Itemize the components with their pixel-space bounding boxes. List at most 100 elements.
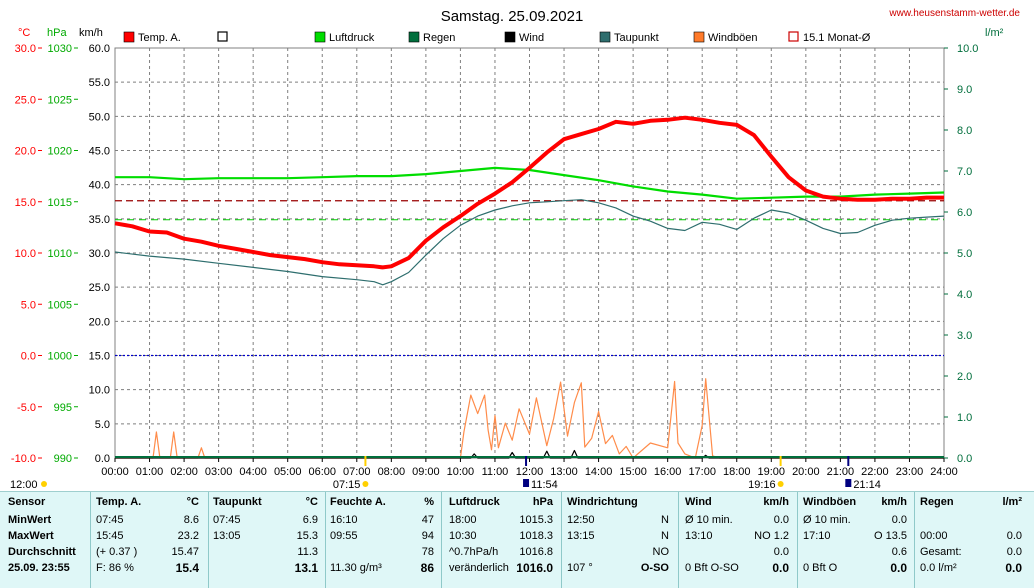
row-time: (+ 0.37 ) [96,546,138,558]
x-tick-label: 13:00 [550,466,578,478]
row-time: Ø 10 min. [803,514,851,526]
row-value: 0.0 [1006,530,1022,542]
row-value: 1018.3 [519,530,553,542]
row-time: 16:10 [330,514,358,526]
x-tick-label: 04:00 [239,466,267,478]
rain-column: Regen l/m² 00:00 0.0 Gesamt: 0.0 0.0 l/m² 0.0 [920,496,1022,576]
data-series [114,115,945,459]
moon-marker-icon [845,479,852,487]
legend-swatch [504,31,516,43]
x-tick-label: 24:00 [930,466,958,478]
legend-label: Wind [519,32,544,44]
pressure-unit-label: hPa [47,27,67,39]
sun-marker-icon [41,481,47,487]
sensor-row: MinWert [8,512,86,528]
x-tick-label: 18:00 [723,466,751,478]
x-tick-label: 07:00 [343,466,371,478]
row-time: 0.0 l/m² [920,562,957,574]
table-row: veränderlich 1016.0 [449,560,553,576]
wind-tick-label: 50.0 [89,111,110,123]
x-tick-label: 06:00 [308,466,336,478]
column-title: Wind [685,496,712,508]
column-separator [678,492,679,588]
temp-column: Temp. A. °C 07:45 8.6 15:45 23.2 (+ 0.37 ) 15.4… [96,496,199,576]
rain-tick-label: 8.0 [957,125,972,137]
row-time: 12:50 [567,514,595,526]
column-unit: hPa [532,496,553,508]
row-value: 78 [421,546,434,558]
time-markers: 12:00 07:15 11:54 19:16 21:14 [10,456,881,491]
column-separator [914,492,915,588]
table-row: 15:45 23.2 [96,528,199,544]
table-row: 0.6 [803,544,907,560]
column-header: Wind km/h [685,496,789,512]
table-row: 07:45 8.6 [96,512,199,528]
table-row: 107 ° O-SO [567,560,669,576]
legend-swatch [314,31,326,43]
chart-title: Samstag. 25.09.2021 [441,8,584,25]
rain-tick-label: 10.0 [957,43,978,55]
row-label: 25.09. 23:55 [8,562,70,574]
table-row: 07:45 6.9 [213,512,318,528]
pressure-tick-label: 1015 [48,197,72,209]
series-temp-a [114,115,944,270]
row-value: 15.4 [175,561,199,575]
wind-tick-label: 10.0 [89,385,110,397]
wind-tick-label: 40.0 [89,180,110,192]
table-row: 0 Bft O 0.0 [803,560,907,576]
legend-swatch [217,31,228,42]
x-tick-label: 09:00 [412,466,440,478]
table-row: 00:00 0.0 [920,528,1022,544]
legend-label: Luftdruck [329,32,375,44]
x-tick-label: 21:00 [827,466,855,478]
sensor-row: MaxWert [8,528,86,544]
rain-tick-label: 2.0 [957,371,972,383]
column-header: Luftdruck hPa [449,496,553,512]
row-time: 13:05 [213,530,241,542]
wind-tick-label: 45.0 [89,146,110,158]
pressure-tick-label: 1000 [48,351,72,363]
temp-unit-label: °C [18,27,30,39]
column-separator [441,492,442,588]
column-unit: °C [305,496,318,508]
column-title: Temp. A. [96,496,142,508]
dir-column: Windrichtung 12:50 N 13:15 N NO 107 ° O-SO [567,496,669,576]
row-value: 11.3 [297,546,318,558]
row-value: 15.3 [296,530,318,542]
temp-tick-label: 20.0 [15,146,36,158]
row-time: 07:45 [96,514,124,526]
table-row: 13:05 15.3 [213,528,318,544]
column-title: Windrichtung [567,496,638,508]
temp-tick-label: 5.0 [21,299,36,311]
row-time: 13:15 [567,530,595,542]
row-value: 94 [421,530,434,542]
row-time: Gesamt: [920,546,962,558]
column-title: Taupunkt [213,496,262,508]
column-header: Windrichtung [567,496,669,512]
x-tick-label: 11:00 [482,466,509,478]
row-time: 11.30 g/m³ [330,562,382,574]
rain-tick-label: 9.0 [957,84,972,96]
row-value: 0.0 [1006,546,1022,558]
table-row: 11.30 g/m³ 86 [330,560,434,576]
pressure-tick-label: 1025 [48,94,72,106]
table-row: (+ 0.37 ) 15.47 [96,544,199,560]
temp-tick-label: 25.0 [15,94,36,106]
sun-marker-icon [777,481,784,487]
temp-tick-label: 0.0 [21,351,36,363]
x-tick-label: 05:00 [274,466,302,478]
column-title: Sensor [8,496,46,508]
column-header: Windböen km/h [803,496,907,512]
pressure-tick-label: 1020 [48,146,72,158]
site-url[interactable]: www.heusenstamm-wetter.de [888,8,1020,19]
row-time: 0 Bft O [803,562,838,574]
column-separator [90,492,91,588]
wind-tick-label: 5.0 [95,419,110,431]
x-tick-label: 03:00 [205,466,233,478]
pressure-tick-label: 1010 [48,248,72,260]
temp-tick-label: -10.0 [11,453,36,465]
column-header: Temp. A. °C [96,496,199,512]
column-header: Feuchte A.% [330,496,434,512]
wind-tick-label: 0.0 [95,453,110,465]
row-label: Durchschnitt [8,546,76,558]
